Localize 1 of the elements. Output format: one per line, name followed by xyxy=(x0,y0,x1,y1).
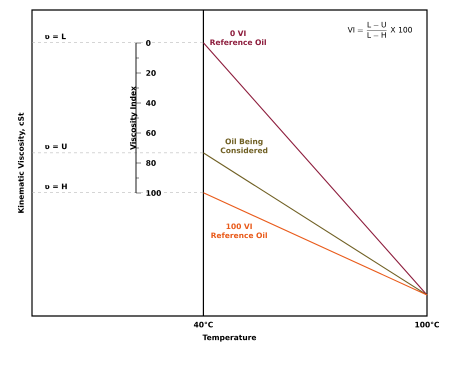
text: $\mathrm{VI} = \frac{\mathrm{L - U}}{\mathrm{L - H}}\ \mathrm{X\ 100}$ xyxy=(348,22,412,38)
